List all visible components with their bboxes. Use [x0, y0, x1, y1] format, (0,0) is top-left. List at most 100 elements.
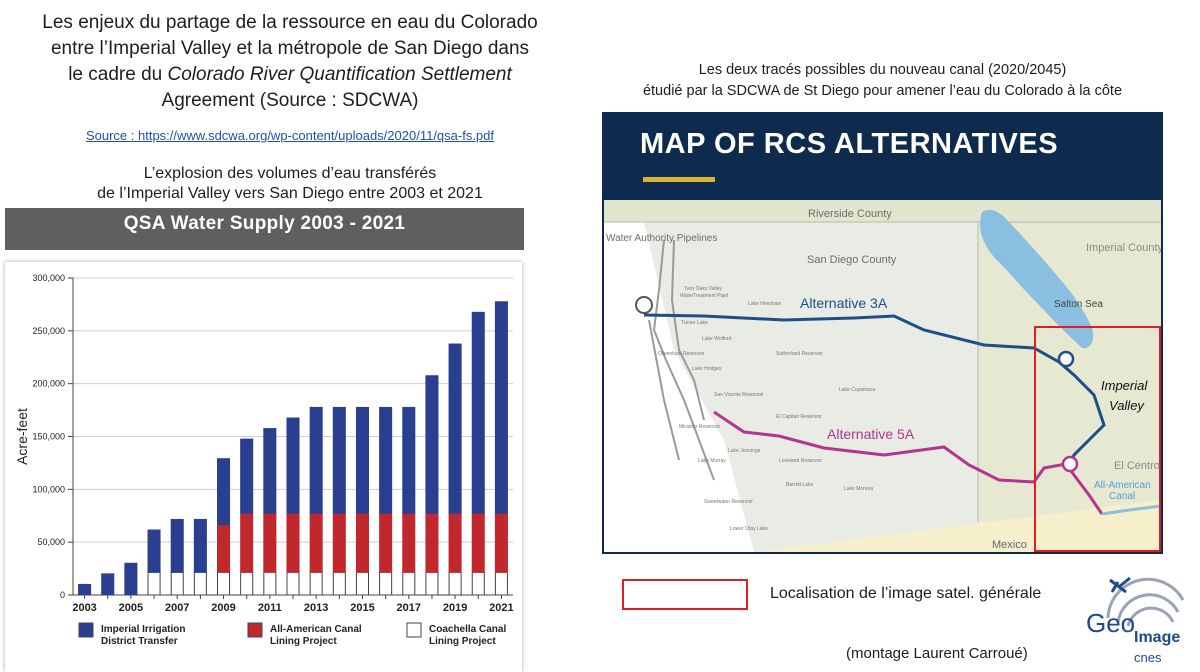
map-label-loveland: Loveland Reservoir [779, 458, 822, 464]
mexico-area [754, 500, 1161, 552]
legend-swatch [78, 622, 94, 638]
bar-segment [355, 512, 369, 573]
map-label-san-vicente: San Vicente Reservoir [714, 392, 764, 398]
chart-subtitle: L’explosion des volumes d’eau transférés… [20, 164, 560, 204]
legend-label: Imperial Irrigation [101, 624, 185, 635]
map-label-lake-cuyamaca: Lake Cuyamaca [839, 387, 875, 393]
bar-segment [332, 571, 346, 596]
bar-segment [147, 571, 161, 596]
geoimage-cnes-logo: Geo Image cnes [1086, 576, 1185, 665]
title-line-3-italic: Colorado River Quantification Settlement [167, 64, 512, 85]
map-label-sutherland: Sutherland Reservoir [776, 351, 823, 357]
map-label-imperial-valley-1: Imperial [1101, 378, 1148, 393]
map-label-twin-oaks-2: WaterTreatment Plant [680, 293, 729, 299]
title-line-2: entre l’Imperial Valley et la métropole … [50, 38, 530, 59]
imperial-valley-marker [1057, 350, 1075, 368]
map-label-twin-oaks-1: Twin Oaks Valley [684, 286, 722, 292]
legend-label: All-American Canal [270, 624, 362, 635]
y-tick-label: 300,000 [32, 273, 65, 283]
bar-segment [170, 518, 184, 573]
bar-segment [355, 571, 369, 596]
stacked-bar-chart: 0 50,000 100,000 150,000 200,000 250,000 300,0… [14, 273, 514, 647]
satellite-image-legend-text: Localisation de l’image satel. générale [770, 585, 1042, 602]
bar-segment [471, 571, 485, 596]
water-pipelines [648, 239, 715, 481]
title-line-3: le cadre du Colorado River Quantificatio… [20, 62, 560, 88]
y-tick-label: 50,000 [37, 537, 65, 547]
bar-segment [402, 406, 416, 514]
bar-segment [286, 417, 300, 514]
bar-segment [240, 571, 254, 596]
map-label-lake-murray: Lake Murray [698, 458, 726, 464]
x-tick-label: 2005 [119, 602, 143, 614]
bar-segment [286, 571, 300, 596]
x-tick-label: 2009 [211, 602, 235, 614]
bar-segment [332, 406, 346, 514]
main-title: Les enjeux du partage de la ressource en… [20, 10, 560, 114]
bar-segment [240, 438, 254, 514]
logo-geo-text: Geo [1086, 608, 1135, 638]
legend-label: District Transfer [101, 636, 178, 647]
logo-arcs-icon [1106, 577, 1185, 627]
y-tick-label: 100,000 [32, 484, 65, 494]
bar-segment [124, 562, 138, 596]
map-label-san-diego-county: San Diego County [807, 254, 897, 266]
chart-card: 0 50,000 100,000 150,000 200,000 250,000 300,0… [5, 262, 522, 672]
bar-segment [217, 524, 231, 573]
legend-label: Lining Project [270, 636, 337, 647]
bar-segment [379, 571, 393, 596]
map-label-lake-morena: Lake Morena [844, 486, 873, 492]
all-american-canal [1101, 504, 1161, 516]
bar-segment [263, 512, 277, 573]
map-label-lake-jennings: Lake Jennings [728, 448, 761, 454]
bar-segment [448, 571, 462, 596]
map-label-lake-wolford: Lake Wolford [702, 336, 732, 342]
bar-segment [471, 512, 485, 573]
title-line-4: Agreement (Source : SDCWA) [161, 90, 419, 111]
map-caption-line-1: Les deux tracés possibles du nouveau can… [698, 62, 1067, 78]
legend-swatch [247, 622, 263, 638]
chart-title-banner: QSA Water Supply 2003 - 2021 [5, 208, 524, 250]
bar-segment [263, 428, 277, 514]
bar-segment [240, 512, 254, 573]
map-label-miramar: Miramar Reservoir [679, 424, 720, 430]
map-caption: Les deux tracés possibles du nouveau can… [600, 60, 1165, 102]
rcs-alternatives-map: Riverside County Water Authority Pipeline… [604, 200, 1161, 552]
source-link[interactable]: Source : https://www.sdcwa.org/wp-conten… [85, 128, 495, 143]
x-tick-label: 2021 [489, 602, 513, 614]
map-title-underline [643, 177, 715, 182]
logo-image-text: Image [1134, 629, 1180, 646]
bar-segment [217, 458, 231, 526]
bar-segment [309, 406, 323, 514]
bar-segment [402, 512, 416, 573]
bar-segment [170, 571, 184, 596]
map-caption-line-2: étudié par la SDCWA de St Diego pour ame… [642, 83, 1123, 99]
x-tick-label: 2011 [258, 602, 282, 614]
bar-segment [402, 571, 416, 596]
map-label-lake-hodges: Lake Hodges [692, 366, 722, 372]
bar-segment [101, 573, 115, 596]
x-tick-label: 2013 [304, 602, 328, 614]
title-line-3-prefix: le cadre du [68, 64, 168, 85]
bar-segment [193, 571, 207, 596]
map-label-mexico: Mexico [992, 539, 1027, 551]
map-label-turner-lake: Turner Lake [681, 320, 708, 326]
y-axis-label: Acre-feet [14, 408, 30, 465]
satellite-image-extent [1034, 326, 1161, 552]
y-tick-label: 150,000 [32, 432, 65, 442]
x-tick-label: 2017 [397, 602, 421, 614]
y-tick-label: 0 [60, 590, 65, 600]
map-label-barrett: Barrett Lake [786, 482, 813, 488]
bar-segment [494, 512, 508, 573]
bar-segment [309, 512, 323, 573]
legend-swatch [406, 622, 422, 638]
map-label-alt5a: Alternative 5A [827, 426, 915, 442]
y-tick-label: 200,000 [32, 379, 65, 389]
x-tick-label: 2003 [72, 602, 96, 614]
bar-segment [78, 583, 92, 596]
legend-label: Lining Project [429, 636, 496, 647]
map-label-salton-sea: Salton Sea [1054, 299, 1103, 310]
map-label-all-american-1: All-American [1094, 480, 1151, 491]
bar-segment [379, 512, 393, 573]
x-tick-label: 2007 [165, 602, 189, 614]
